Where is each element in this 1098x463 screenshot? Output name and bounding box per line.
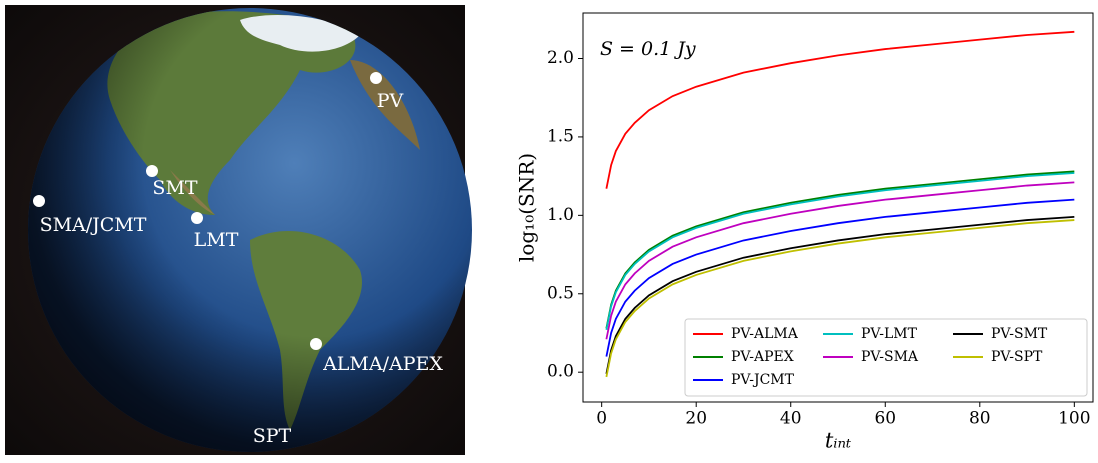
x-tick-label: 60 — [874, 409, 896, 429]
series-line — [605, 219, 1075, 378]
y-tick-label: 1.0 — [547, 205, 574, 225]
y-tick-label: 0.5 — [547, 283, 574, 303]
series-line — [605, 216, 1075, 374]
y-tick-label: 0.0 — [547, 362, 574, 382]
legend-box — [684, 318, 1088, 397]
legend-label: PV-SMA — [861, 349, 919, 365]
earth-image — [5, 5, 472, 455]
legend-label: PV-JCMT — [731, 372, 795, 388]
series-line — [605, 181, 1075, 340]
legend-label: PV-LMT — [861, 326, 918, 342]
x-axis-label: tᵢₙₜ — [825, 429, 851, 453]
legend: PV-ALMA PV-APEX PV-JCMT PV-LMT PV-SMA PV-SMT P… — [684, 318, 1088, 397]
legend-label: PV-SMT — [991, 326, 1048, 342]
x-tick-label: 100 — [1058, 409, 1090, 429]
station-label: PV — [377, 90, 404, 112]
legend-label: PV-ALMA — [731, 326, 799, 342]
annotation: S = 0.1 Jy — [600, 38, 696, 60]
series-line — [605, 198, 1075, 357]
plot-frame — [582, 12, 1094, 403]
series-line — [605, 172, 1075, 331]
y-axis-label: log₁₀(SNR) — [515, 153, 539, 262]
series-line — [605, 30, 1075, 189]
station-label: SMA/JCMT — [40, 214, 147, 236]
legend-label: PV-SPT — [991, 349, 1043, 365]
station-label: SPT — [253, 425, 292, 447]
station-label: SMT — [152, 177, 197, 199]
y-tick-label: 2.0 — [547, 48, 574, 68]
station-label: LMT — [194, 229, 239, 251]
station-label: ALMA/APEX — [322, 353, 443, 375]
x-tick-label: 20 — [685, 409, 707, 429]
y-tick-label: 1.5 — [547, 126, 574, 146]
x-tick-label: 40 — [780, 409, 802, 429]
x-tick-label: 0 — [596, 409, 607, 429]
x-tick-label: 80 — [969, 409, 991, 429]
legend-label: PV-APEX — [731, 349, 794, 365]
